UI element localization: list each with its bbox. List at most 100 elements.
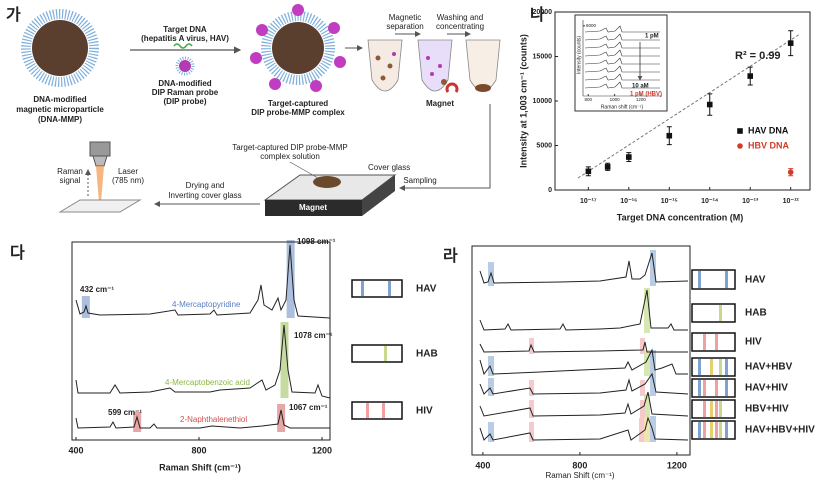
point bbox=[787, 40, 794, 46]
x-tick-label: 10⁻¹⁶ bbox=[620, 198, 637, 205]
probe-shell bbox=[175, 56, 195, 76]
mmp-shell bbox=[21, 9, 99, 87]
peak-band bbox=[277, 404, 286, 432]
panel-label: 가 bbox=[6, 6, 21, 24]
peak-label: 432 cm⁻¹ bbox=[80, 285, 114, 294]
plot-frame bbox=[71, 241, 331, 441]
raman-signal-label: signal bbox=[60, 176, 81, 185]
fit-line bbox=[577, 33, 801, 179]
panel-label: 다 bbox=[10, 244, 25, 262]
inset-x-tick-label: 800 bbox=[585, 97, 593, 102]
slide-magnet-label: Magnet bbox=[299, 203, 327, 212]
slide-side bbox=[362, 175, 395, 216]
washing-label: concentrating bbox=[436, 22, 484, 31]
point bbox=[706, 101, 713, 108]
washing-label: Washing and bbox=[437, 13, 483, 22]
inset-x-tick-label: 1200 bbox=[636, 97, 647, 102]
x-tick-label: 800 bbox=[191, 445, 206, 455]
annotation: R² = 0.99 bbox=[735, 50, 781, 62]
arrow bbox=[399, 104, 491, 191]
y-tick-label: 0 bbox=[548, 187, 552, 194]
x-tick-label: 1200 bbox=[312, 445, 332, 455]
peak-bands bbox=[488, 250, 656, 442]
target-label: (hepatitis A virus, HAV) bbox=[141, 34, 229, 43]
separation-label: separation bbox=[386, 22, 423, 31]
x-axis-title: Raman Shift (cm⁻¹) bbox=[159, 462, 241, 472]
panel-label: 나 bbox=[530, 6, 545, 24]
y-tick-label: 5000 bbox=[536, 142, 552, 149]
spectrum-panel: 라 HAV HAB HIV HAV+HBV HAV+HIV HBV+HIV HA… bbox=[443, 247, 815, 480]
peak-band bbox=[286, 240, 295, 318]
scatter-panel: 나 Target DNA concentration (M) Intensity… bbox=[518, 6, 801, 222]
slide-base bbox=[265, 200, 362, 216]
point bbox=[585, 168, 592, 175]
magnet-label: Magnet bbox=[426, 99, 454, 108]
laser-label: Laser bbox=[118, 167, 138, 176]
complex-core bbox=[272, 22, 324, 74]
x-tick-label: 10⁻¹³ bbox=[742, 198, 759, 205]
panel-label: 라 bbox=[443, 247, 458, 265]
x-axis-title: Target DNA concentration (M) bbox=[617, 212, 744, 222]
peak-label: 1067 cm⁻¹ bbox=[289, 403, 328, 412]
raman-signal-label: Raman bbox=[57, 167, 83, 176]
x-tick-label: 400 bbox=[475, 460, 490, 470]
droplet bbox=[313, 176, 341, 188]
spectrum-panel: 다 432 cm⁻¹ 1098 cm⁻¹ 1078 cm⁻¹ 599 cm⁻¹ … bbox=[10, 237, 438, 472]
sample-slide bbox=[58, 199, 142, 213]
particles bbox=[375, 52, 491, 92]
code-label: HAB bbox=[745, 308, 767, 319]
target-label: Target DNA bbox=[163, 25, 207, 34]
probe-label: DNA-modified bbox=[158, 79, 211, 88]
objective-tip bbox=[92, 155, 108, 167]
code-label: HAB bbox=[416, 349, 438, 360]
probe-core bbox=[179, 60, 191, 72]
spectrum bbox=[75, 324, 331, 399]
x-tick-label: 400 bbox=[68, 445, 83, 455]
y-tick-label: 20000 bbox=[533, 9, 553, 16]
y-tick-label: 15000 bbox=[533, 53, 553, 60]
objective bbox=[89, 141, 111, 157]
sampling-label: Sampling bbox=[403, 176, 436, 185]
inset-x-tick-label: 1000 bbox=[610, 97, 621, 102]
x-tick-label: 10⁻¹⁵ bbox=[661, 198, 678, 205]
code-boxes bbox=[351, 279, 403, 420]
inset-y-tick-label: 6000 bbox=[586, 23, 597, 28]
code-label: HIV bbox=[416, 406, 433, 417]
point bbox=[747, 73, 754, 79]
mmp-label: DNA-modified bbox=[33, 95, 86, 104]
legend-marker bbox=[737, 128, 743, 134]
drying-label: Drying and bbox=[186, 181, 225, 190]
peak-band bbox=[280, 322, 289, 398]
code-label: HBV+HIV bbox=[745, 404, 789, 415]
inset-label: 1 pM bbox=[645, 34, 659, 40]
trace-label: 4-Mercaptobenzoic acid bbox=[165, 378, 250, 387]
probe-label: (DIP probe) bbox=[164, 97, 207, 106]
inset-x-title: Raman shift (cm⁻¹) bbox=[601, 104, 644, 110]
point bbox=[787, 169, 794, 175]
solution-label: Target-captured DIP probe-MMP bbox=[232, 143, 347, 152]
trace-label: 4-Mercaptopyridine bbox=[172, 300, 241, 309]
drying-label: Inverting cover glass bbox=[168, 191, 241, 200]
schematic-panel: 가 DNA-modified magnetic microparticle (D… bbox=[6, 4, 501, 216]
legend-label: HBV DNA bbox=[748, 140, 790, 150]
code-label: HAV bbox=[416, 284, 437, 295]
y-tick-label: 10000 bbox=[533, 98, 553, 105]
laser-beam bbox=[96, 166, 104, 202]
peak-label: 1078 cm⁻¹ bbox=[294, 331, 333, 340]
probe-label: DIP Raman probe bbox=[152, 88, 219, 97]
x-tick-label: 10⁻¹⁷ bbox=[580, 198, 597, 205]
x-tick-label: 1200 bbox=[667, 460, 687, 470]
point bbox=[626, 154, 632, 160]
spectrum bbox=[75, 409, 330, 429]
x-tick-label: 10⁻¹⁴ bbox=[701, 198, 719, 205]
peak-label: 599 cm⁻¹ bbox=[108, 408, 142, 417]
point bbox=[604, 164, 611, 170]
spectrum bbox=[75, 244, 331, 319]
x-tick-label: 800 bbox=[572, 460, 587, 470]
plot-frame bbox=[471, 245, 691, 456]
mmp-label: magnetic microparticle bbox=[16, 105, 104, 114]
code-label: HAV+HBV+HIV bbox=[745, 425, 815, 436]
legend-marker bbox=[737, 143, 743, 149]
trace-label: 2-Naphthalenethiol bbox=[180, 415, 247, 424]
